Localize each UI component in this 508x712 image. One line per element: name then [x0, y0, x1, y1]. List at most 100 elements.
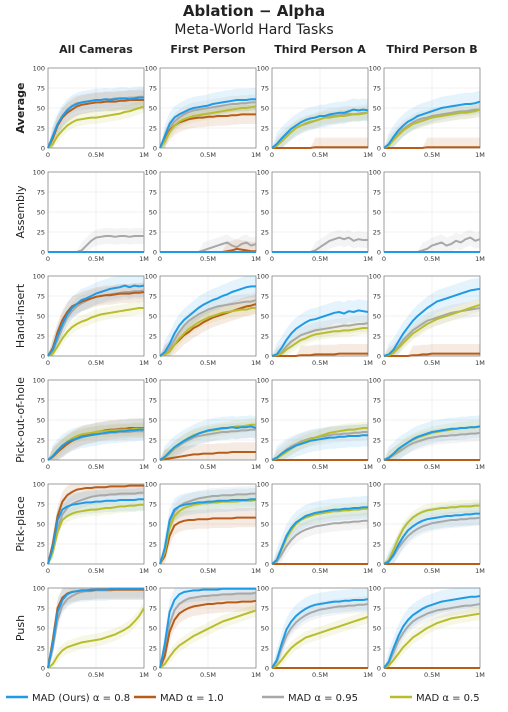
series-line: [384, 146, 480, 149]
x-tick-label: 0.5M: [200, 359, 216, 367]
y-tick-label: 75: [261, 397, 269, 405]
series-line: [47, 284, 145, 357]
panel: 0 25 50 75 100 0 0.5M 1M: [33, 377, 149, 472]
series-line: [271, 108, 369, 149]
y-tick-label: 50: [149, 417, 157, 425]
y-tick-label: 50: [149, 313, 157, 321]
series-band: [384, 300, 480, 356]
axes-frame: [271, 275, 369, 357]
y-tick-label: 25: [37, 645, 45, 653]
y-tick-label: 75: [149, 189, 157, 197]
series-band: [48, 484, 144, 564]
y-tick-label: 75: [373, 293, 381, 301]
series-line: [47, 291, 145, 357]
series-band: [384, 596, 480, 668]
series-line: [271, 111, 369, 149]
series-band: [384, 420, 480, 460]
y-tick-label: 75: [37, 293, 45, 301]
y-tick-label: 50: [373, 521, 381, 529]
y-tick-label: 50: [373, 209, 381, 217]
x-tick-label: 1M: [251, 463, 261, 471]
y-tick-label: 75: [149, 293, 157, 301]
series-line: [383, 516, 481, 565]
x-tick-label: 0.5M: [88, 359, 104, 367]
panel: 0 25 50 75 100 0 0.5M 1M: [369, 585, 485, 680]
legend-label: MAD α = 0.95: [288, 693, 358, 704]
series-line: [383, 431, 481, 461]
series-band: [160, 588, 256, 668]
x-tick-label: 1M: [475, 567, 485, 575]
x-tick-label: 0.5M: [88, 671, 104, 679]
x-tick-label: 1M: [363, 567, 373, 575]
y-tick-label: 100: [369, 169, 381, 177]
panel: 0 25 50 75 100 0 0.5M 1M: [369, 481, 485, 576]
axes-frame: [159, 67, 257, 149]
series-line: [271, 309, 369, 357]
y-tick-label: 0: [153, 665, 157, 673]
y-tick-label: 50: [373, 105, 381, 113]
y-tick-label: 75: [261, 85, 269, 93]
y-tick-label: 75: [373, 501, 381, 509]
series-line: [159, 499, 257, 565]
series-line: [159, 425, 257, 461]
series-band: [48, 88, 144, 148]
series-line: [271, 598, 369, 669]
y-tick-label: 50: [149, 105, 157, 113]
series-line: [47, 607, 145, 669]
series-line: [159, 105, 257, 149]
series-line: [383, 108, 481, 149]
y-tick-label: 0: [377, 665, 381, 673]
x-tick-label: 0: [270, 359, 274, 367]
series-line: [159, 101, 256, 149]
y-tick-label: 25: [37, 229, 45, 237]
y-tick-label: 25: [149, 645, 157, 653]
x-tick-label: 0: [382, 671, 386, 679]
y-tick-label: 25: [373, 333, 381, 341]
panel: 0 25 50 75 100 0 0.5M 1M: [33, 65, 149, 160]
x-tick-label: 0.5M: [312, 671, 328, 679]
series-line: [47, 503, 144, 565]
panel: 0 25 50 75 100 0 0.5M 1M: [33, 585, 149, 680]
series-line: [383, 595, 481, 669]
figure-subtitle: Meta-World Hard Tasks: [174, 22, 333, 38]
series-line: [47, 307, 144, 357]
column-title: Third Person A: [274, 43, 366, 56]
y-tick-label: 100: [145, 273, 157, 281]
series-line: [159, 587, 256, 669]
y-tick-label: 75: [373, 397, 381, 405]
x-tick-label: 0: [158, 567, 162, 575]
legend-label: MAD (Ours) α = 0.8: [32, 693, 130, 704]
y-tick-label: 100: [33, 273, 45, 281]
y-tick-label: 75: [37, 397, 45, 405]
axes-frame: [47, 587, 145, 669]
series-band: [384, 509, 480, 564]
x-tick-label: 1M: [475, 671, 485, 679]
y-tick-label: 100: [257, 585, 269, 593]
x-tick-label: 1M: [363, 671, 373, 679]
y-tick-label: 0: [265, 249, 269, 257]
y-tick-label: 100: [257, 273, 269, 281]
y-tick-label: 75: [373, 85, 381, 93]
y-tick-label: 0: [153, 561, 157, 569]
x-tick-label: 0: [270, 255, 274, 263]
panel-grid: All Cameras First Person Third Person A Thi…: [14, 43, 485, 679]
series-band: [272, 98, 368, 148]
series-band: [160, 94, 256, 148]
y-tick-label: 75: [37, 189, 45, 197]
y-tick-label: 100: [369, 377, 381, 385]
x-tick-label: 0: [270, 151, 274, 159]
y-tick-label: 100: [257, 65, 269, 73]
x-tick-label: 0: [158, 151, 162, 159]
x-tick-label: 1M: [251, 151, 261, 159]
y-tick-label: 100: [145, 377, 157, 385]
panel: 0 25 50 75 100 0 0.5M 1M: [369, 169, 485, 264]
legend-entry: MAD α = 0.95: [262, 693, 358, 704]
x-tick-label: 1M: [139, 567, 149, 575]
y-tick-label: 75: [37, 501, 45, 509]
series-line: [159, 98, 256, 149]
x-tick-label: 0: [46, 151, 50, 159]
series-band: [272, 512, 368, 564]
axes-frame: [159, 275, 257, 357]
y-tick-label: 100: [145, 585, 157, 593]
